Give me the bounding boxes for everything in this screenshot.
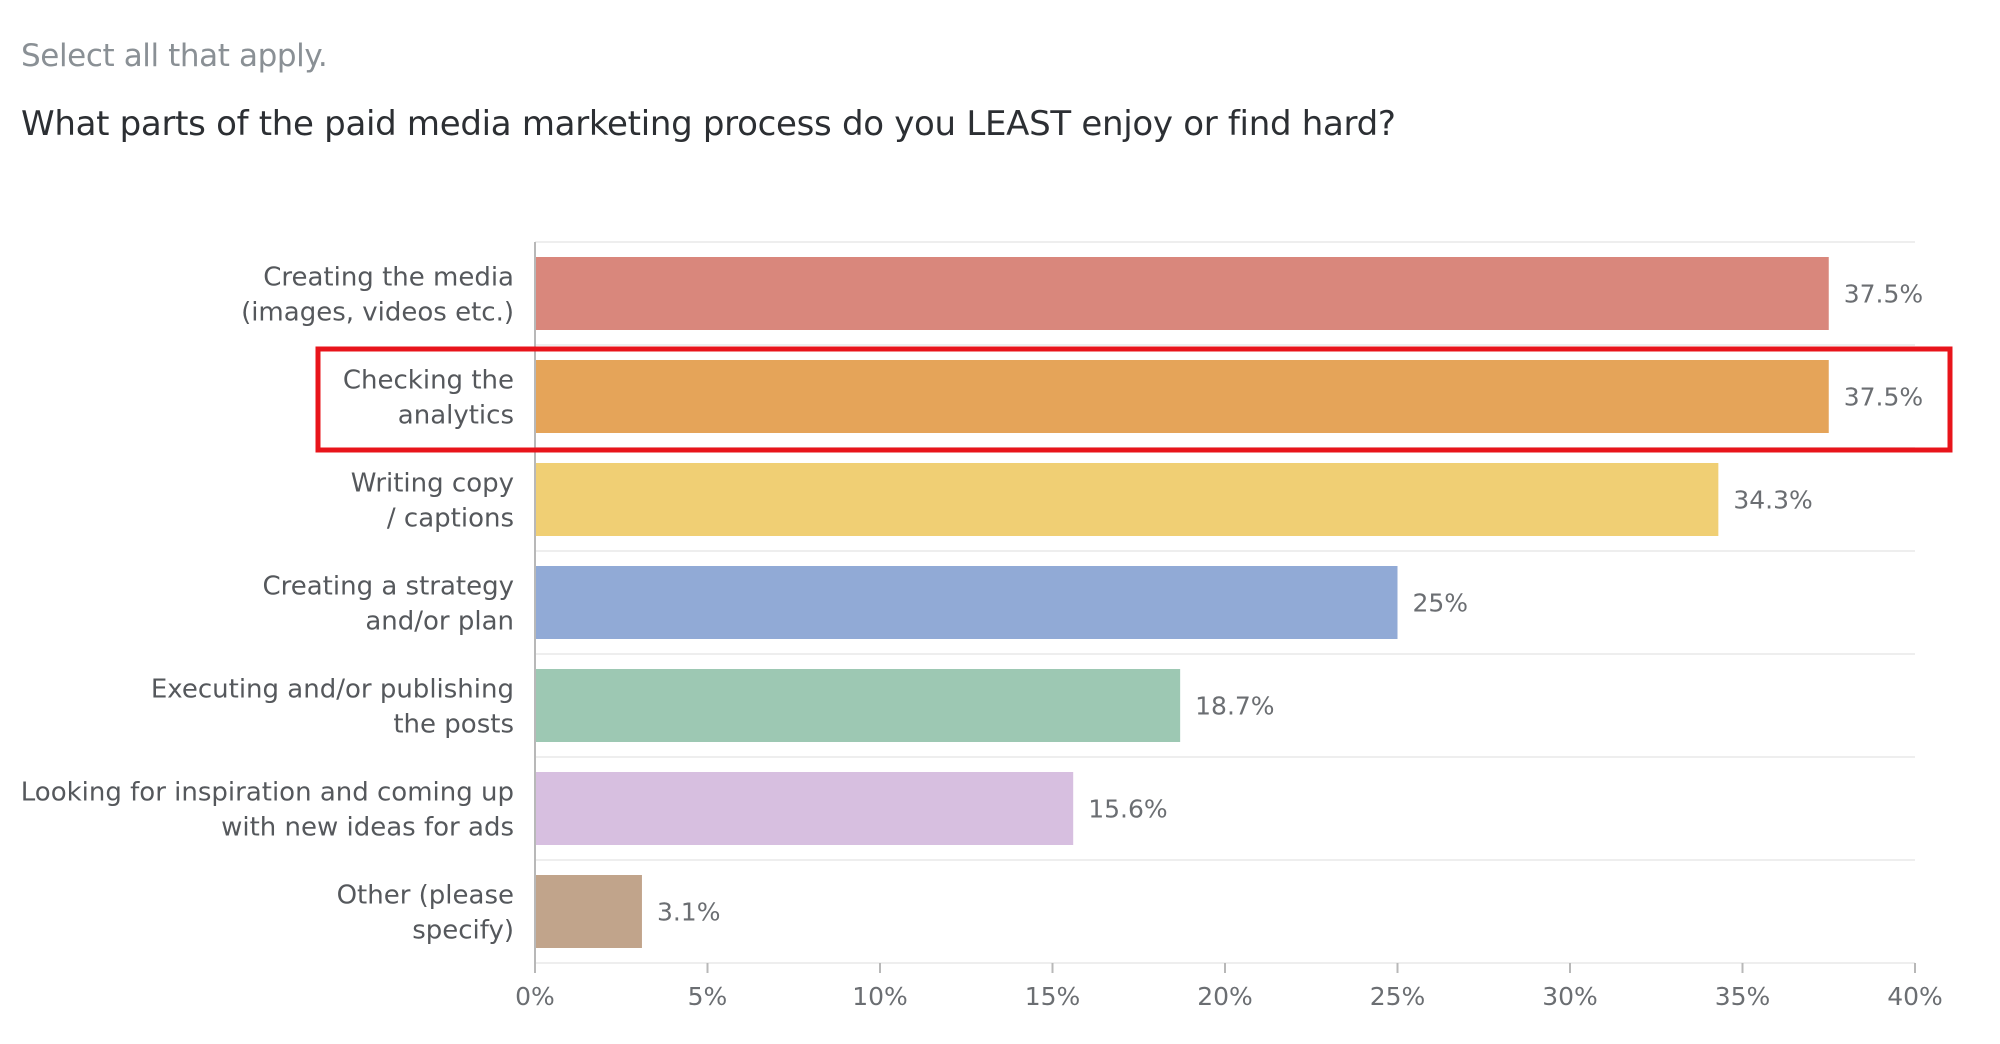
bar — [535, 669, 1181, 742]
value-label: 15.6% — [1088, 795, 1167, 824]
bar — [535, 257, 1829, 330]
question-title: What parts of the paid media marketing p… — [21, 104, 1396, 144]
value-label: 37.5% — [1844, 383, 1923, 412]
x-tick-label: 5% — [688, 982, 728, 1011]
x-tick-label: 35% — [1715, 982, 1771, 1011]
bar — [535, 463, 1719, 536]
category-label: Checking the analytics — [343, 366, 514, 431]
x-tick-label: 20% — [1197, 982, 1253, 1011]
value-label: 34.3% — [1733, 486, 1812, 515]
value-label: 18.7% — [1195, 692, 1274, 721]
category-label: Executing and/or publishing the posts — [151, 675, 514, 740]
category-label: Creating a strategy and/or plan — [262, 572, 514, 637]
bar — [535, 566, 1398, 639]
value-labels: 37.5% 37.5% 34.3% 25% 18.7% 15.6% 3.1% — [657, 280, 1923, 927]
bar — [535, 360, 1829, 433]
bar — [535, 772, 1074, 845]
category-label: Other (please specify) — [337, 881, 514, 946]
category-label: Writing copy / captions — [351, 469, 514, 534]
x-tick-label: 10% — [852, 982, 908, 1011]
instruction-text: Select all that apply. — [21, 38, 328, 74]
x-tick-label: 25% — [1370, 982, 1426, 1011]
x-tick-label: 40% — [1887, 982, 1943, 1011]
bar — [535, 875, 642, 948]
category-label: Creating the media (images, videos etc.) — [241, 263, 514, 328]
value-label: 37.5% — [1844, 280, 1923, 309]
x-tick-label: 30% — [1542, 982, 1598, 1011]
x-tick-label: 15% — [1025, 982, 1081, 1011]
category-label: Looking for inspiration and coming up wit… — [21, 778, 514, 843]
highlight-box — [315, 346, 1953, 453]
x-tick-label: 0% — [515, 982, 555, 1011]
category-labels: Creating the media (images, videos etc.) C… — [21, 263, 514, 946]
highlight-layer — [315, 346, 1953, 453]
value-label: 3.1% — [657, 898, 721, 927]
x-axis: 0% 5% 10% 15% 20% 25% 30% 35% 40% — [515, 242, 1943, 1011]
value-label: 25% — [1413, 589, 1469, 618]
bars — [535, 257, 1829, 948]
